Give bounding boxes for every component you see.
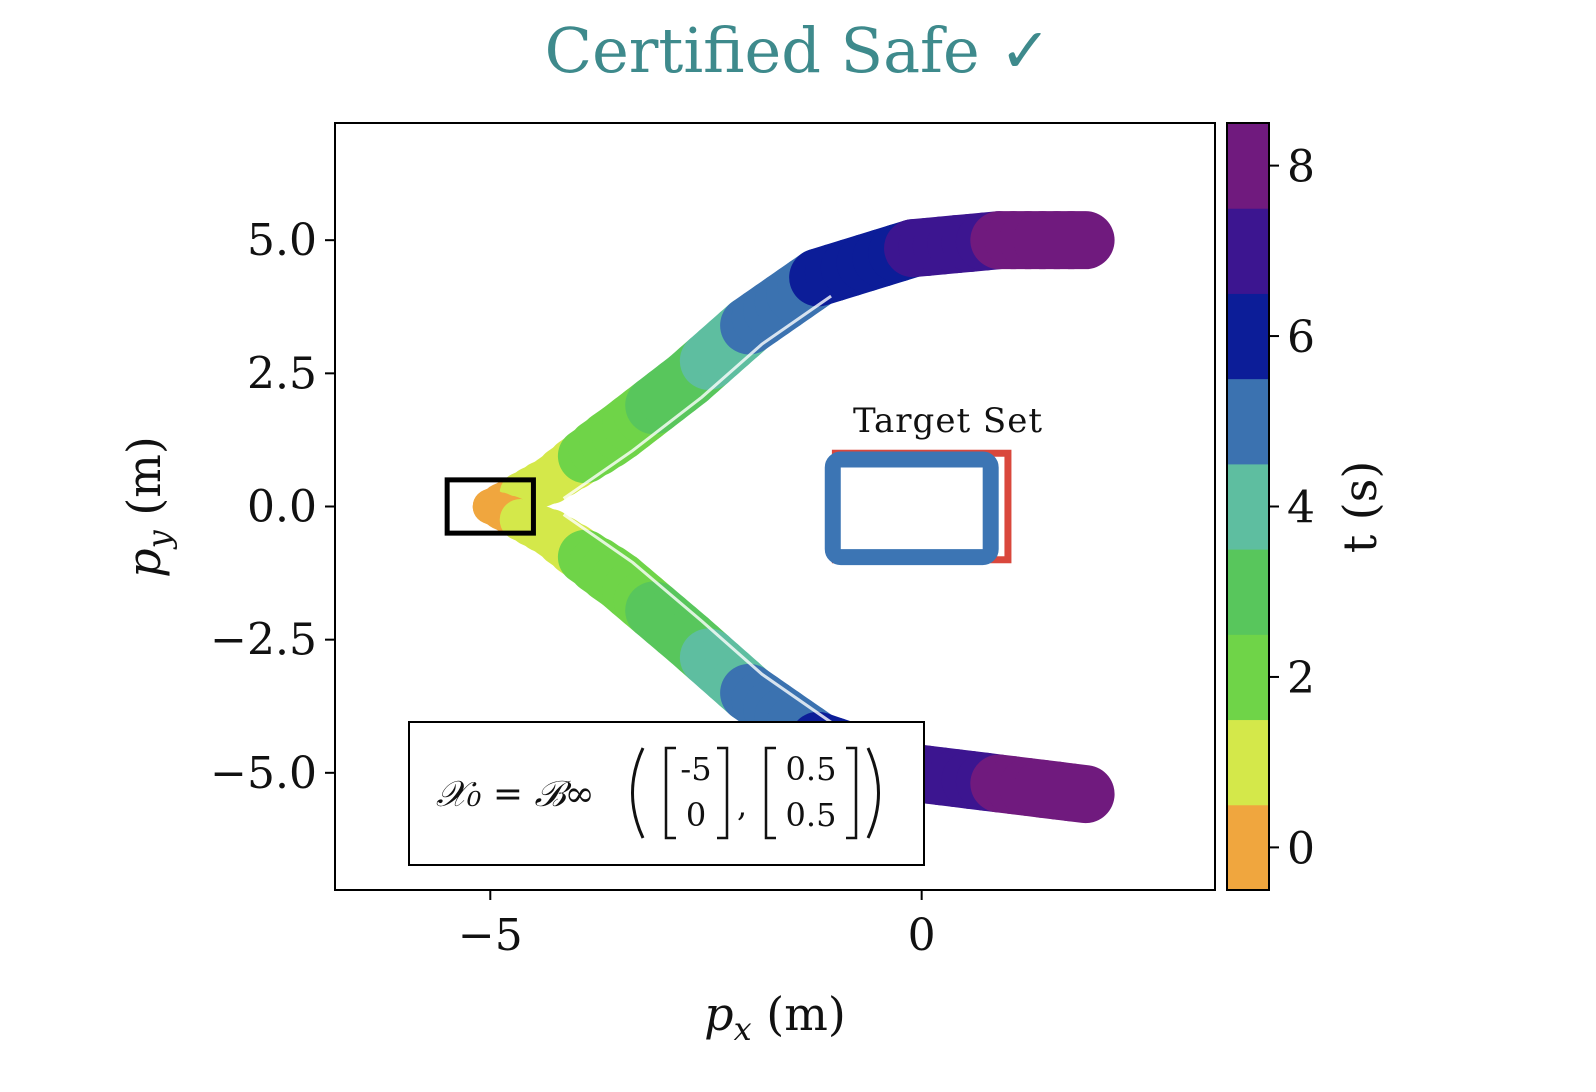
colorbar-tick-label: 2 bbox=[1287, 653, 1315, 704]
colorbar-band bbox=[1227, 208, 1269, 294]
colorbar-tick-label: 0 bbox=[1287, 823, 1315, 874]
y-axis-label: py (m) bbox=[117, 436, 178, 578]
target-set-reached bbox=[824, 451, 999, 566]
colorbar-band bbox=[1227, 378, 1269, 465]
colorbar-tick-label: 6 bbox=[1287, 312, 1315, 363]
trajectory-gap-streak bbox=[562, 294, 832, 500]
y-tick-label: 2.5 bbox=[247, 348, 317, 399]
colorbar-band bbox=[1227, 719, 1269, 806]
trajectory-gap-streak bbox=[562, 513, 832, 724]
y-tick-label: −5.0 bbox=[210, 748, 317, 799]
colorbar-band bbox=[1227, 463, 1269, 550]
y-tick-label: −2.5 bbox=[210, 615, 317, 666]
annotation-center-y: 0 bbox=[686, 796, 706, 834]
colorbar-band bbox=[1227, 123, 1269, 209]
x-axis-label: px (m) bbox=[704, 987, 846, 1048]
initial-set-box bbox=[444, 477, 536, 536]
colorbar-tick-label: 8 bbox=[1287, 142, 1315, 193]
y-tick-label: 5.0 bbox=[247, 215, 317, 266]
x-tick-label: 0 bbox=[908, 910, 936, 961]
annotation-lhs: 𝒳₀ = ℬ∞ bbox=[436, 774, 595, 815]
colorbar-band bbox=[1227, 634, 1269, 721]
target-set bbox=[824, 449, 1012, 566]
annotation-radius-x: 0.5 bbox=[786, 750, 837, 788]
colorbar-band bbox=[1227, 293, 1269, 380]
colorbar-band bbox=[1227, 804, 1269, 891]
target-set-label: Target Set bbox=[853, 401, 1043, 441]
colorbar-label: t (s) bbox=[1333, 461, 1387, 554]
colorbar-tick-label: 4 bbox=[1287, 483, 1315, 534]
y-axis: 5.0 2.5 0.0 −2.5 −5.0 bbox=[210, 215, 335, 799]
chart-title: Certified Safe ✓ bbox=[544, 14, 1052, 87]
y-tick-label: 0.0 bbox=[247, 482, 317, 533]
trajectory-segment-lower bbox=[1042, 763, 1115, 824]
colorbar: 0 2 4 6 8 bbox=[1226, 122, 1315, 891]
colorbar-band bbox=[1227, 549, 1269, 635]
annotation-radius-y: 0.5 bbox=[786, 796, 837, 834]
initial-set-annotation: 𝒳₀ = ℬ∞ -5 0 , 0.5 0.5 bbox=[408, 721, 925, 866]
target-set-outer bbox=[831, 449, 1012, 564]
svg-text:,: , bbox=[737, 786, 747, 824]
x-axis: −5 0 bbox=[458, 890, 936, 961]
x-tick-label: −5 bbox=[458, 910, 523, 961]
annotation-center-x: -5 bbox=[680, 750, 711, 788]
